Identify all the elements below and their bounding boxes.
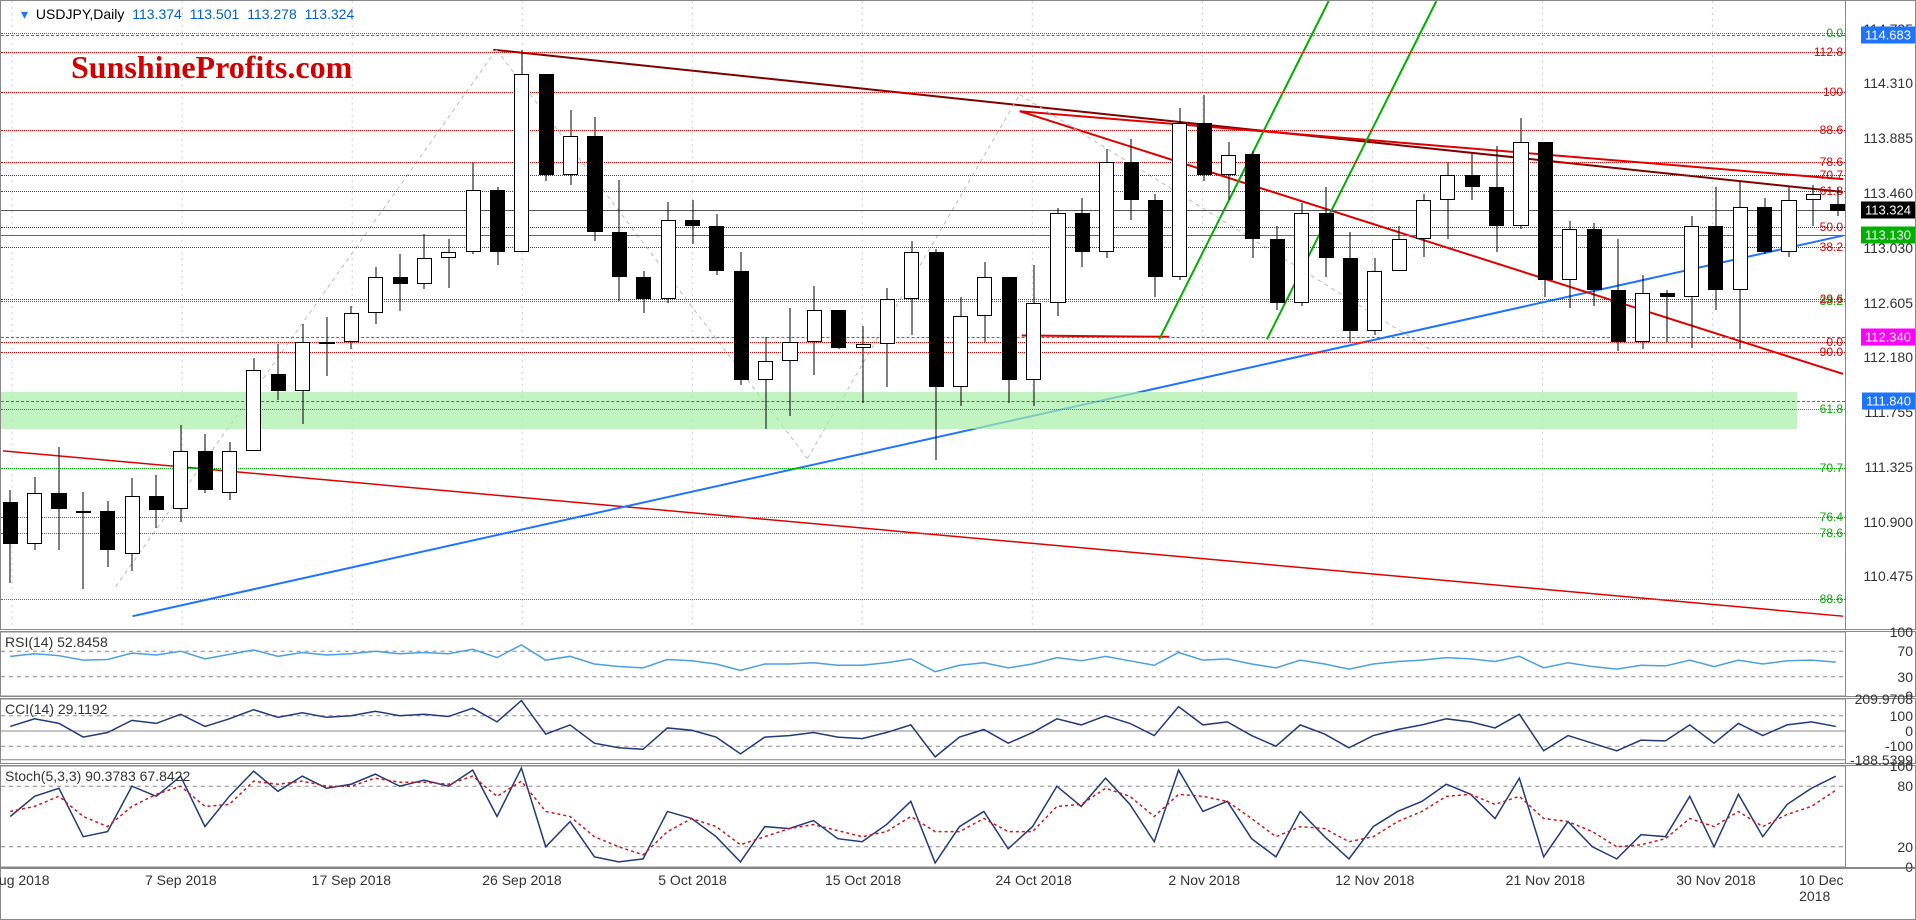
rsi-y-axis: 10070300	[1845, 632, 1915, 696]
main-price-chart: ▾ USDJPY,Daily 113.374 113.501 113.278 1…	[0, 0, 1916, 630]
x-axis: 29 Aug 20187 Sep 201817 Sep 201826 Sep 2…	[0, 868, 1916, 920]
stoch-y-axis: 10080200	[1845, 766, 1915, 867]
stoch-panel: Stoch(5,3,3) 90.3783 67.8422 10080200	[0, 765, 1916, 868]
rsi-panel: RSI(14) 52.8458 10070300	[0, 631, 1916, 697]
cci-y-axis: 209.97081000-100-188.5399	[1845, 699, 1915, 763]
cci-svg	[1, 699, 1845, 763]
cci-plot[interactable]: CCI(14) 29.1192	[1, 699, 1845, 763]
cci-label: CCI(14) 29.1192	[5, 701, 107, 717]
stoch-svg	[1, 766, 1845, 867]
main-y-axis: 114.735114.310113.885113.460113.030112.6…	[1845, 1, 1915, 629]
rsi-svg	[1, 632, 1845, 696]
stoch-plot[interactable]: Stoch(5,3,3) 90.3783 67.8422	[1, 766, 1845, 867]
cci-panel: CCI(14) 29.1192 209.97081000-100-188.539…	[0, 698, 1916, 764]
stoch-label: Stoch(5,3,3) 90.3783 67.8422	[5, 768, 190, 784]
rsi-plot[interactable]: RSI(14) 52.8458	[1, 632, 1845, 696]
main-plot-area[interactable]: ▾ USDJPY,Daily 113.374 113.501 113.278 1…	[1, 1, 1845, 629]
rsi-label: RSI(14) 52.8458	[5, 634, 108, 650]
